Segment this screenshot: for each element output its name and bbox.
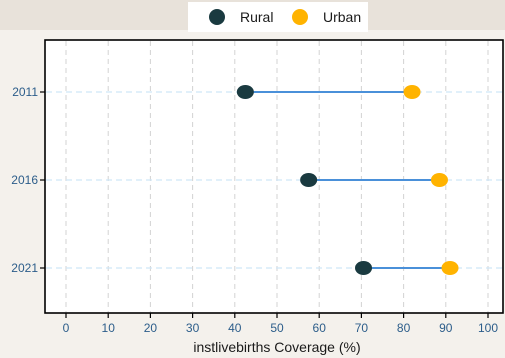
point-urban	[430, 173, 448, 187]
marks-layer	[236, 85, 459, 275]
legend-marker-rural	[209, 9, 225, 25]
x-tick-label: 0	[63, 321, 70, 335]
x-tick-label: 10	[102, 321, 116, 335]
point-urban	[403, 85, 421, 99]
legend-label-urban: Urban	[323, 9, 361, 25]
point-rural	[355, 261, 373, 275]
legend-marker-urban	[292, 9, 308, 25]
y-tick-label: 2011	[12, 85, 38, 99]
x-tick-label: 30	[186, 321, 200, 335]
x-axis-label: instlivebirths Coverage (%)	[193, 339, 360, 355]
point-urban	[441, 261, 459, 275]
x-tick-label: 50	[270, 321, 284, 335]
x-tick-label: 80	[397, 321, 411, 335]
y-tick-label: 2021	[11, 261, 38, 275]
x-tick-label: 70	[355, 321, 369, 335]
point-rural	[300, 173, 318, 187]
x-tick-label: 100	[478, 321, 498, 335]
y-tick-label: 2016	[11, 173, 38, 187]
axis-layer: 0 10 20 30 40 50 60 70 80 90 100 2011 2016 2021	[11, 85, 498, 335]
x-tick-label: 40	[228, 321, 242, 335]
point-rural	[236, 85, 254, 99]
x-tick-label: 90	[439, 321, 453, 335]
x-tick-label: 60	[313, 321, 327, 335]
x-tick-label: 20	[144, 321, 158, 335]
legend-label-rural: Rural	[240, 9, 273, 25]
